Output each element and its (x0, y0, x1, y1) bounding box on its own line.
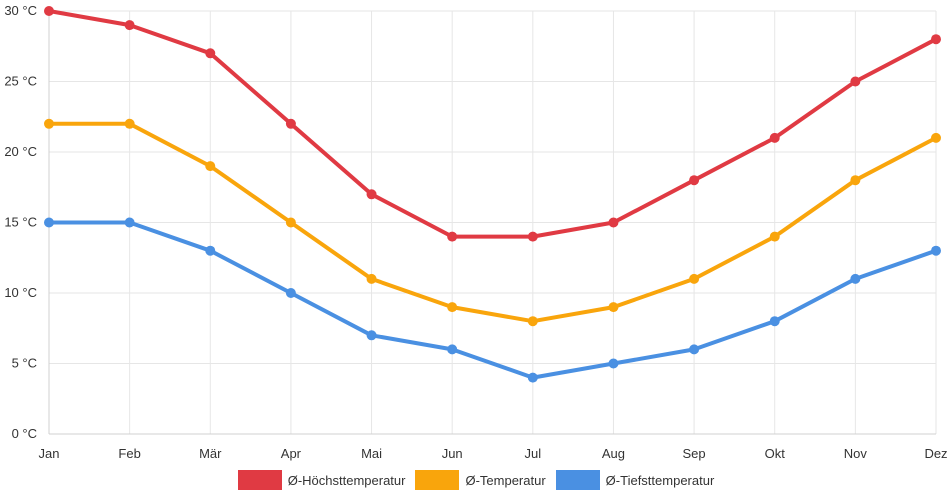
x-tick-label: Jun (442, 446, 463, 461)
data-point (366, 273, 377, 284)
series-line-2 (47, 220, 938, 380)
data-point (285, 118, 296, 129)
legend-label: Ø-Temperatur (465, 472, 546, 488)
y-tick-label: 25 °C (4, 74, 37, 89)
x-tick-label: Dez (924, 446, 947, 461)
data-point (608, 302, 619, 313)
x-tick-label: Aug (602, 446, 625, 461)
data-point (527, 372, 538, 383)
data-point (205, 48, 216, 59)
data-point (931, 132, 941, 143)
data-point (689, 344, 700, 355)
data-point (608, 217, 619, 228)
y-tick-label: 30 °C (4, 3, 37, 18)
legend-label: Ø-Höchsttemperatur (287, 472, 406, 488)
x-tick-label: Nov (844, 446, 868, 461)
data-point (689, 273, 700, 284)
data-point (931, 245, 941, 256)
legend-item-hoechst[interactable]: Ø-Höchsttemperatur (237, 470, 406, 490)
x-tick-label: Apr (281, 446, 302, 461)
legend-swatch (237, 470, 282, 490)
data-point (447, 231, 458, 242)
x-tick-label: Mai (361, 446, 382, 461)
y-tick-label: 5 °C (12, 356, 37, 371)
data-point (285, 217, 296, 228)
legend-swatch (555, 470, 600, 490)
data-point (124, 20, 135, 31)
legend-swatch (415, 470, 460, 490)
data-point (124, 118, 135, 129)
data-point (850, 273, 861, 284)
data-point (44, 118, 54, 129)
data-point (931, 34, 941, 45)
data-point (527, 316, 538, 327)
data-point (850, 175, 861, 186)
data-point (205, 245, 216, 256)
data-point (608, 358, 619, 369)
data-point (769, 316, 780, 327)
data-point (205, 161, 216, 172)
chart-legend: Ø-Höchsttemperatur Ø-Temperatur Ø-Tiefst… (0, 470, 952, 490)
x-tick-label: Okt (765, 446, 786, 461)
x-tick-label: Sep (683, 446, 706, 461)
data-point (689, 175, 700, 186)
data-point (850, 76, 861, 87)
series-line-0 (47, 9, 938, 239)
legend-item-tiefst[interactable]: Ø-Tiefsttemperatur (555, 470, 715, 490)
y-tick-label: 10 °C (4, 285, 37, 300)
data-point (44, 6, 54, 16)
x-tick-label: Mär (199, 446, 222, 461)
data-point (366, 189, 377, 200)
chart-plot: 0 °C 5 °C 10 °C 15 °C 20 °C 25 °C 30 °C Jan Feb M… (4, 3, 947, 461)
x-tick-label: Jan (39, 446, 60, 461)
data-point (527, 231, 538, 242)
data-point (124, 217, 135, 228)
y-tick-label: 15 °C (4, 215, 37, 230)
data-point (447, 344, 458, 355)
data-point (366, 330, 377, 341)
legend-label: Ø-Tiefsttemperatur (605, 472, 715, 488)
data-point (447, 302, 458, 313)
data-point (285, 288, 296, 298)
series-line-1 (47, 121, 938, 324)
legend-item-mittel[interactable]: Ø-Temperatur (415, 470, 546, 490)
x-tick-label: Feb (118, 446, 140, 461)
x-tick-label: Jul (525, 446, 542, 461)
y-tick-label: 0 °C (12, 426, 37, 441)
y-tick-label: 20 °C (4, 144, 37, 159)
data-point (769, 231, 780, 242)
data-point (769, 132, 780, 143)
data-point (44, 217, 54, 228)
